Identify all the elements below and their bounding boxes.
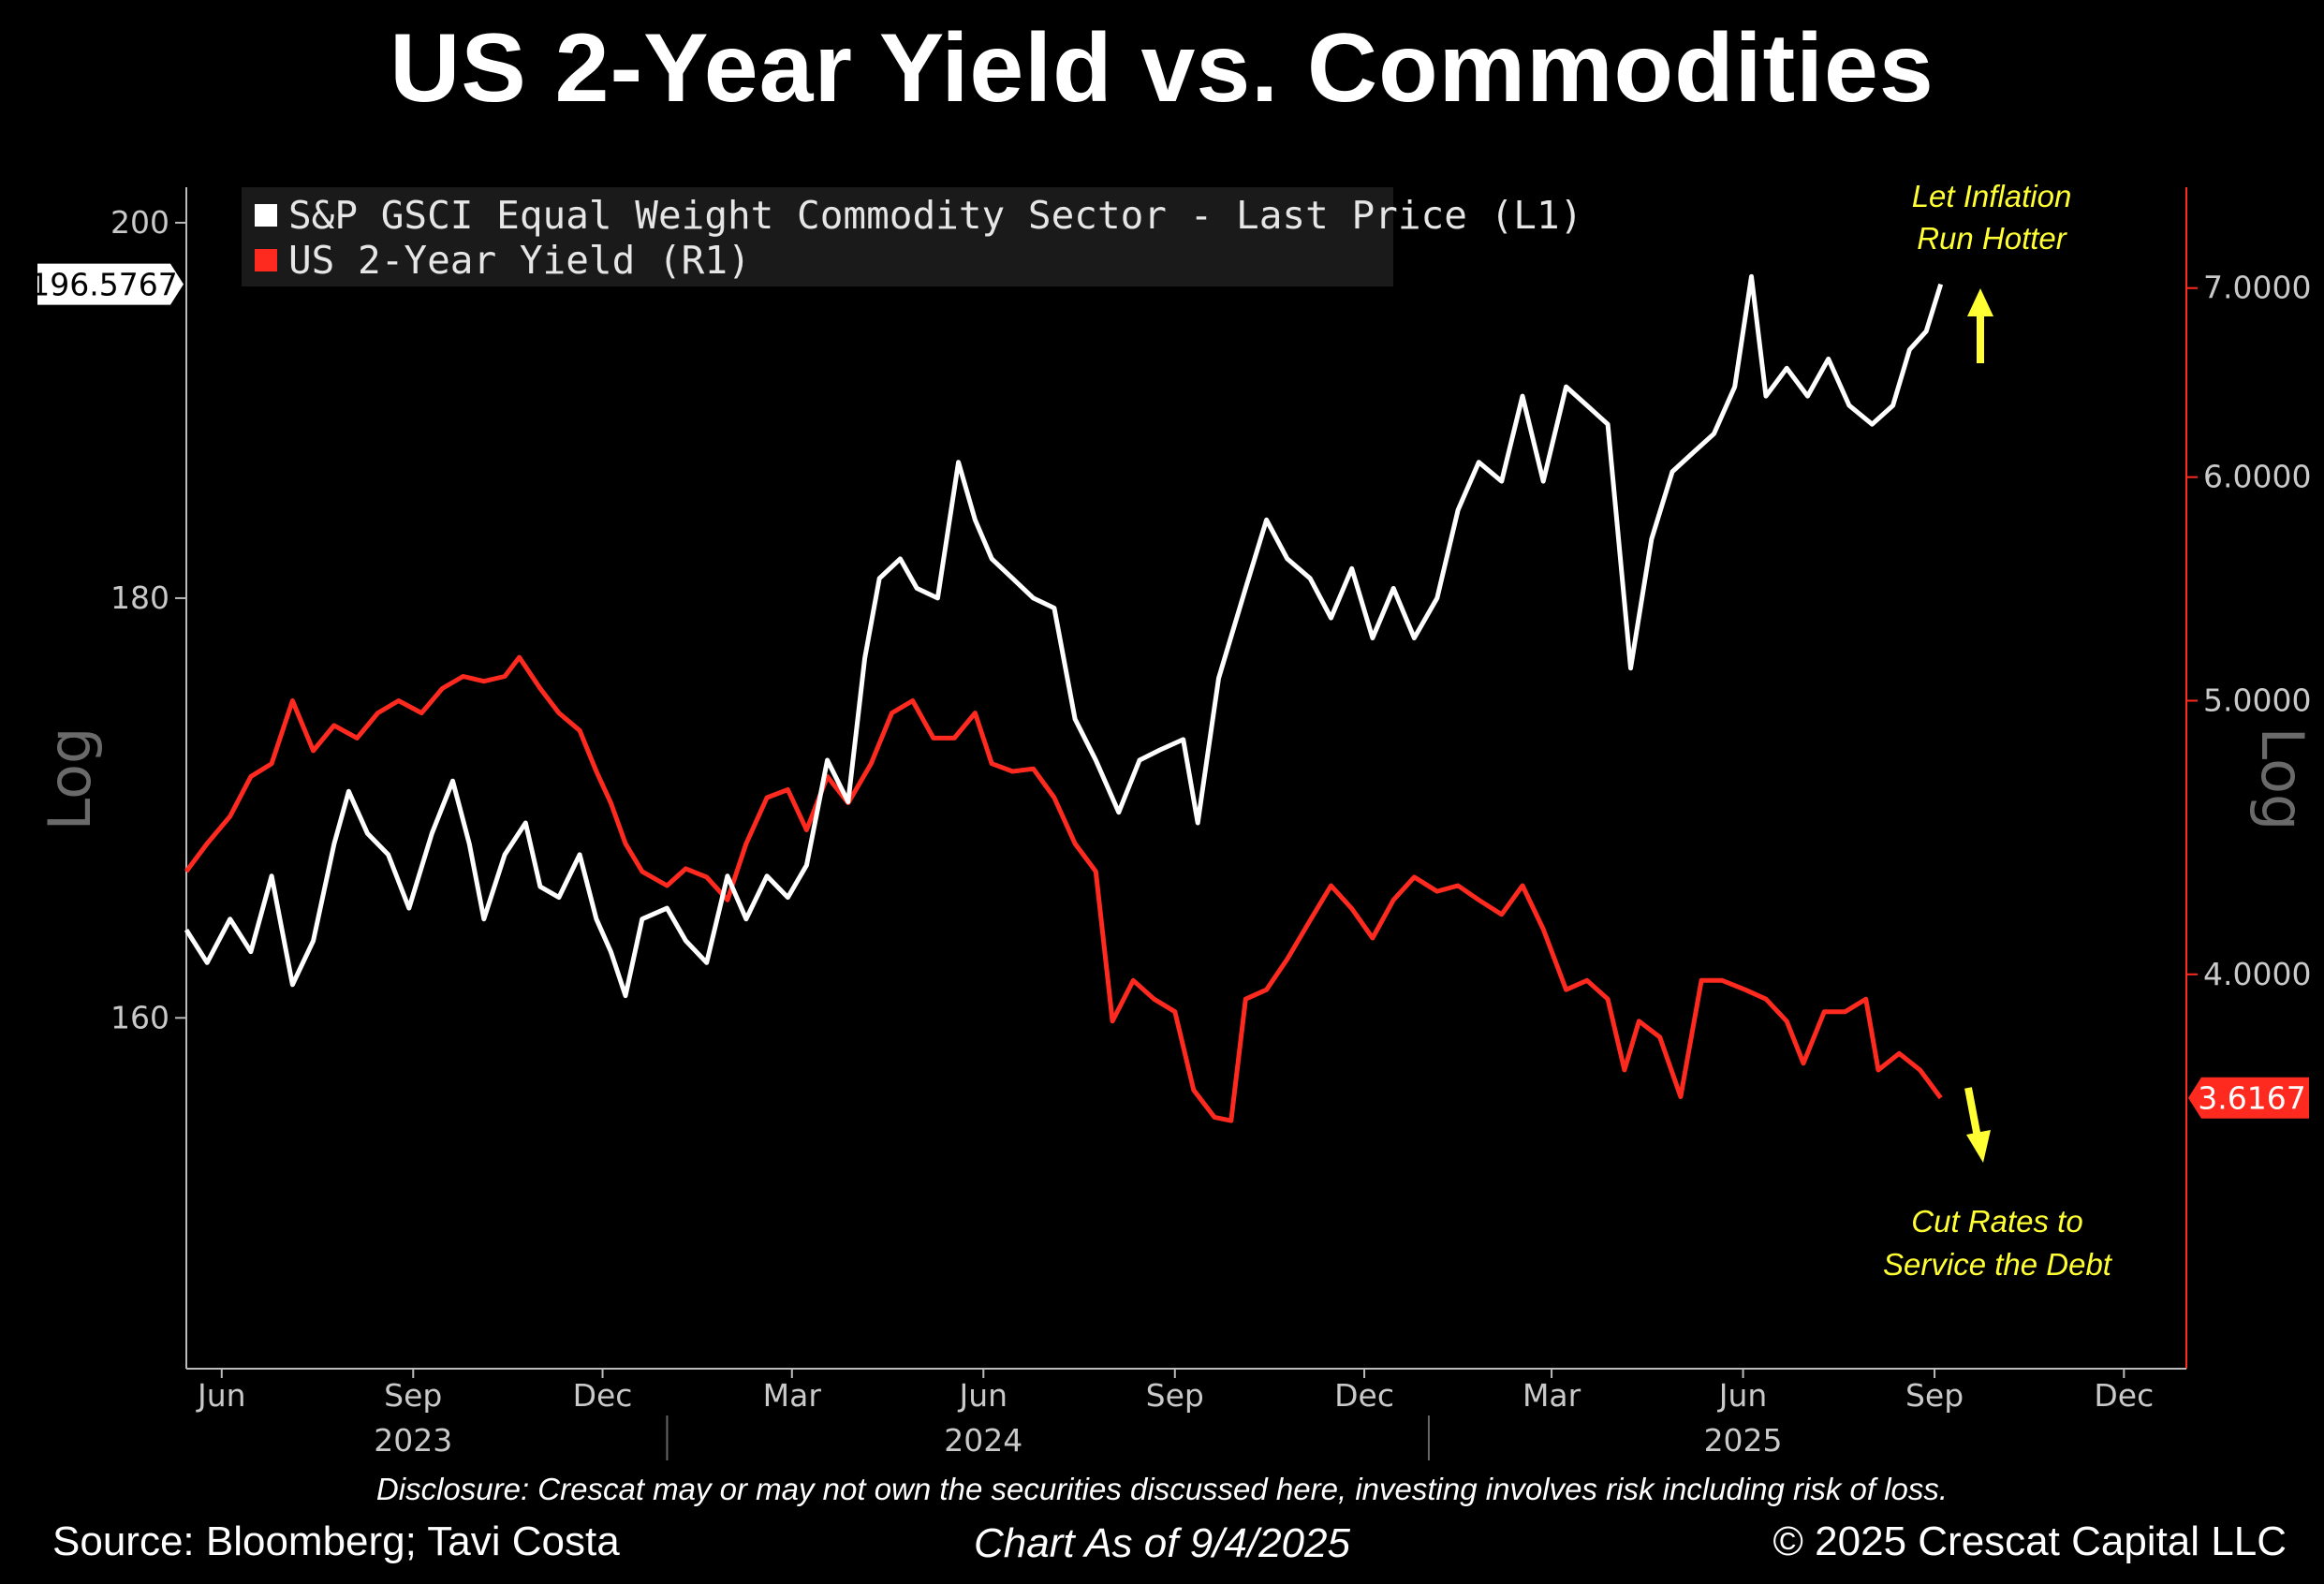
- last-value-tag-yield: 3.6167: [2188, 1077, 2309, 1119]
- legend-box: [242, 187, 1393, 286]
- series-layer: [184, 273, 1944, 1123]
- x-tick-label: Dec: [2094, 1377, 2154, 1414]
- x-tick-label: Dec: [573, 1377, 633, 1414]
- yield-series-line: [184, 654, 1943, 1123]
- as-of-date: Chart As of 9/4/2025: [974, 1520, 1350, 1566]
- right-tick-label: 5.0000: [2203, 682, 2311, 718]
- x-tick-label: Sep: [384, 1377, 442, 1414]
- plot-frame-bg: [37, 169, 2294, 1470]
- right-tick-label: 6.0000: [2203, 459, 2311, 495]
- x-year-label: 2024: [944, 1422, 1022, 1459]
- x-tick-label: Sep: [1146, 1377, 1204, 1414]
- x-tick-label: Mar: [763, 1377, 822, 1414]
- right-axis-ticks: 4.0000 5.0000 6.0000 7.0000: [2186, 270, 2311, 992]
- last-value-tag-commodity: 196.5767: [30, 263, 184, 305]
- x-year-label: 2023: [374, 1422, 452, 1459]
- last-value-label-commodity: 196.5767: [30, 267, 177, 303]
- down-arrow-icon: [1964, 1087, 1991, 1163]
- legend-label-commodity: S&P GSCI Equal Weight Commodity Sector -…: [288, 193, 1582, 238]
- legend-swatch-commodity: [255, 204, 277, 227]
- x-tick-label: Jun: [958, 1377, 1008, 1414]
- right-axis-label: Log: [2248, 727, 2317, 831]
- x-tick-label: Sep: [1905, 1377, 1964, 1414]
- left-axis-label: Log: [36, 727, 104, 831]
- disclosure-text: Disclosure: Crescat may or may not own t…: [375, 1472, 1949, 1506]
- legend: S&P GSCI Equal Weight Commodity Sector -…: [242, 187, 1582, 286]
- left-tick-label: 180: [110, 579, 169, 616]
- commodity-series-line: [184, 273, 1944, 999]
- x-tick-label: Dec: [1334, 1377, 1394, 1414]
- left-tick-label: 200: [110, 204, 169, 241]
- x-year-label: 2025: [1704, 1422, 1783, 1459]
- annotation-rate-cut-line1: Cut Rates to: [1911, 1204, 2082, 1239]
- legend-label-yield: US 2-Year Yield (R1): [288, 238, 751, 283]
- last-value-tag-yield-box: [2188, 1077, 2309, 1119]
- source-text: Source: Bloomberg; Tavi Costa: [52, 1518, 620, 1564]
- x-axis-ticks: Jun Sep Dec Mar Jun Sep Dec Mar Jun Sep Dec 2023 202…: [196, 1369, 2154, 1460]
- last-value-tag-commodity-box: [37, 263, 184, 305]
- annotation-rate-cut: Cut Rates to Service the Debt: [1883, 1087, 2113, 1282]
- x-tick-label: Mar: [1522, 1377, 1581, 1414]
- up-arrow-icon: [1967, 288, 1993, 363]
- last-value-label-yield: 3.6167: [2198, 1080, 2305, 1117]
- left-axis-ticks: 160 180 200: [110, 204, 186, 1035]
- copyright-text: © 2025 Crescat Capital LLC: [1772, 1518, 2287, 1564]
- annotation-rate-cut-line2: Service the Debt: [1883, 1247, 2113, 1282]
- left-tick-label: 160: [110, 999, 169, 1035]
- legend-swatch-yield: [255, 249, 277, 271]
- annotation-inflation-line2: Run Hotter: [1917, 221, 2068, 256]
- annotation-inflation: Let Inflation Run Hotter: [1912, 179, 2072, 363]
- right-tick-label: 7.0000: [2203, 270, 2311, 306]
- chart-title: US 2-Year Yield vs. Commodities: [390, 14, 1934, 123]
- right-tick-label: 4.0000: [2203, 956, 2311, 992]
- x-tick-label: Jun: [1717, 1377, 1768, 1414]
- x-tick-label: Jun: [196, 1377, 246, 1414]
- annotation-inflation-line1: Let Inflation: [1912, 179, 2072, 213]
